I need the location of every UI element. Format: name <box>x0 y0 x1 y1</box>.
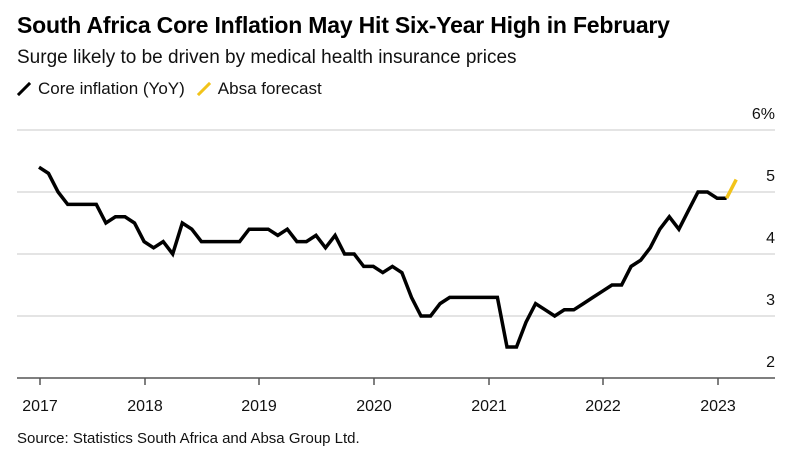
series-lines <box>38 165 738 349</box>
chart-subtitle: Surge likely to be driven by medical hea… <box>17 47 517 68</box>
x-tick-label: 2019 <box>241 398 277 415</box>
source-note: Source: Statistics South Africa and Absa… <box>17 430 360 447</box>
x-tick-label: 2018 <box>127 398 163 415</box>
legend-item-core-inflation: Core inflation (YoY) <box>17 79 185 99</box>
legend-label-core-inflation: Core inflation (YoY) <box>38 79 185 98</box>
core-inflation-line <box>38 165 727 349</box>
chart-title: South Africa Core Inflation May Hit Six-… <box>17 12 670 38</box>
y-tick-label: 3 <box>766 292 775 309</box>
y-tick-label: 5 <box>766 168 775 185</box>
legend-swatch-core-inflation <box>17 82 31 96</box>
y-tick-label: 2 <box>766 354 775 371</box>
x-tick-label: 2017 <box>22 398 58 415</box>
x-tick-label: 2022 <box>585 398 621 415</box>
y-axis-labels: 2 3 4 5 6% <box>752 106 775 371</box>
legend-label-absa-forecast: Absa forecast <box>217 79 322 98</box>
absa-forecast-line <box>725 178 738 200</box>
x-tick-label: 2021 <box>471 398 507 415</box>
y-tick-label: 6% <box>752 106 775 123</box>
legend: Core inflation (YoY) Absa forecast <box>17 79 334 99</box>
x-tick-label: 2020 <box>356 398 392 415</box>
y-tick-label: 4 <box>766 230 775 247</box>
legend-swatch-absa-forecast <box>196 82 211 96</box>
gridlines <box>17 129 775 317</box>
x-axis: 2017 2018 2019 2020 2021 2022 2023 <box>17 377 775 415</box>
legend-item-absa-forecast: Absa forecast <box>196 79 322 99</box>
x-tick-label: 2023 <box>700 398 736 415</box>
